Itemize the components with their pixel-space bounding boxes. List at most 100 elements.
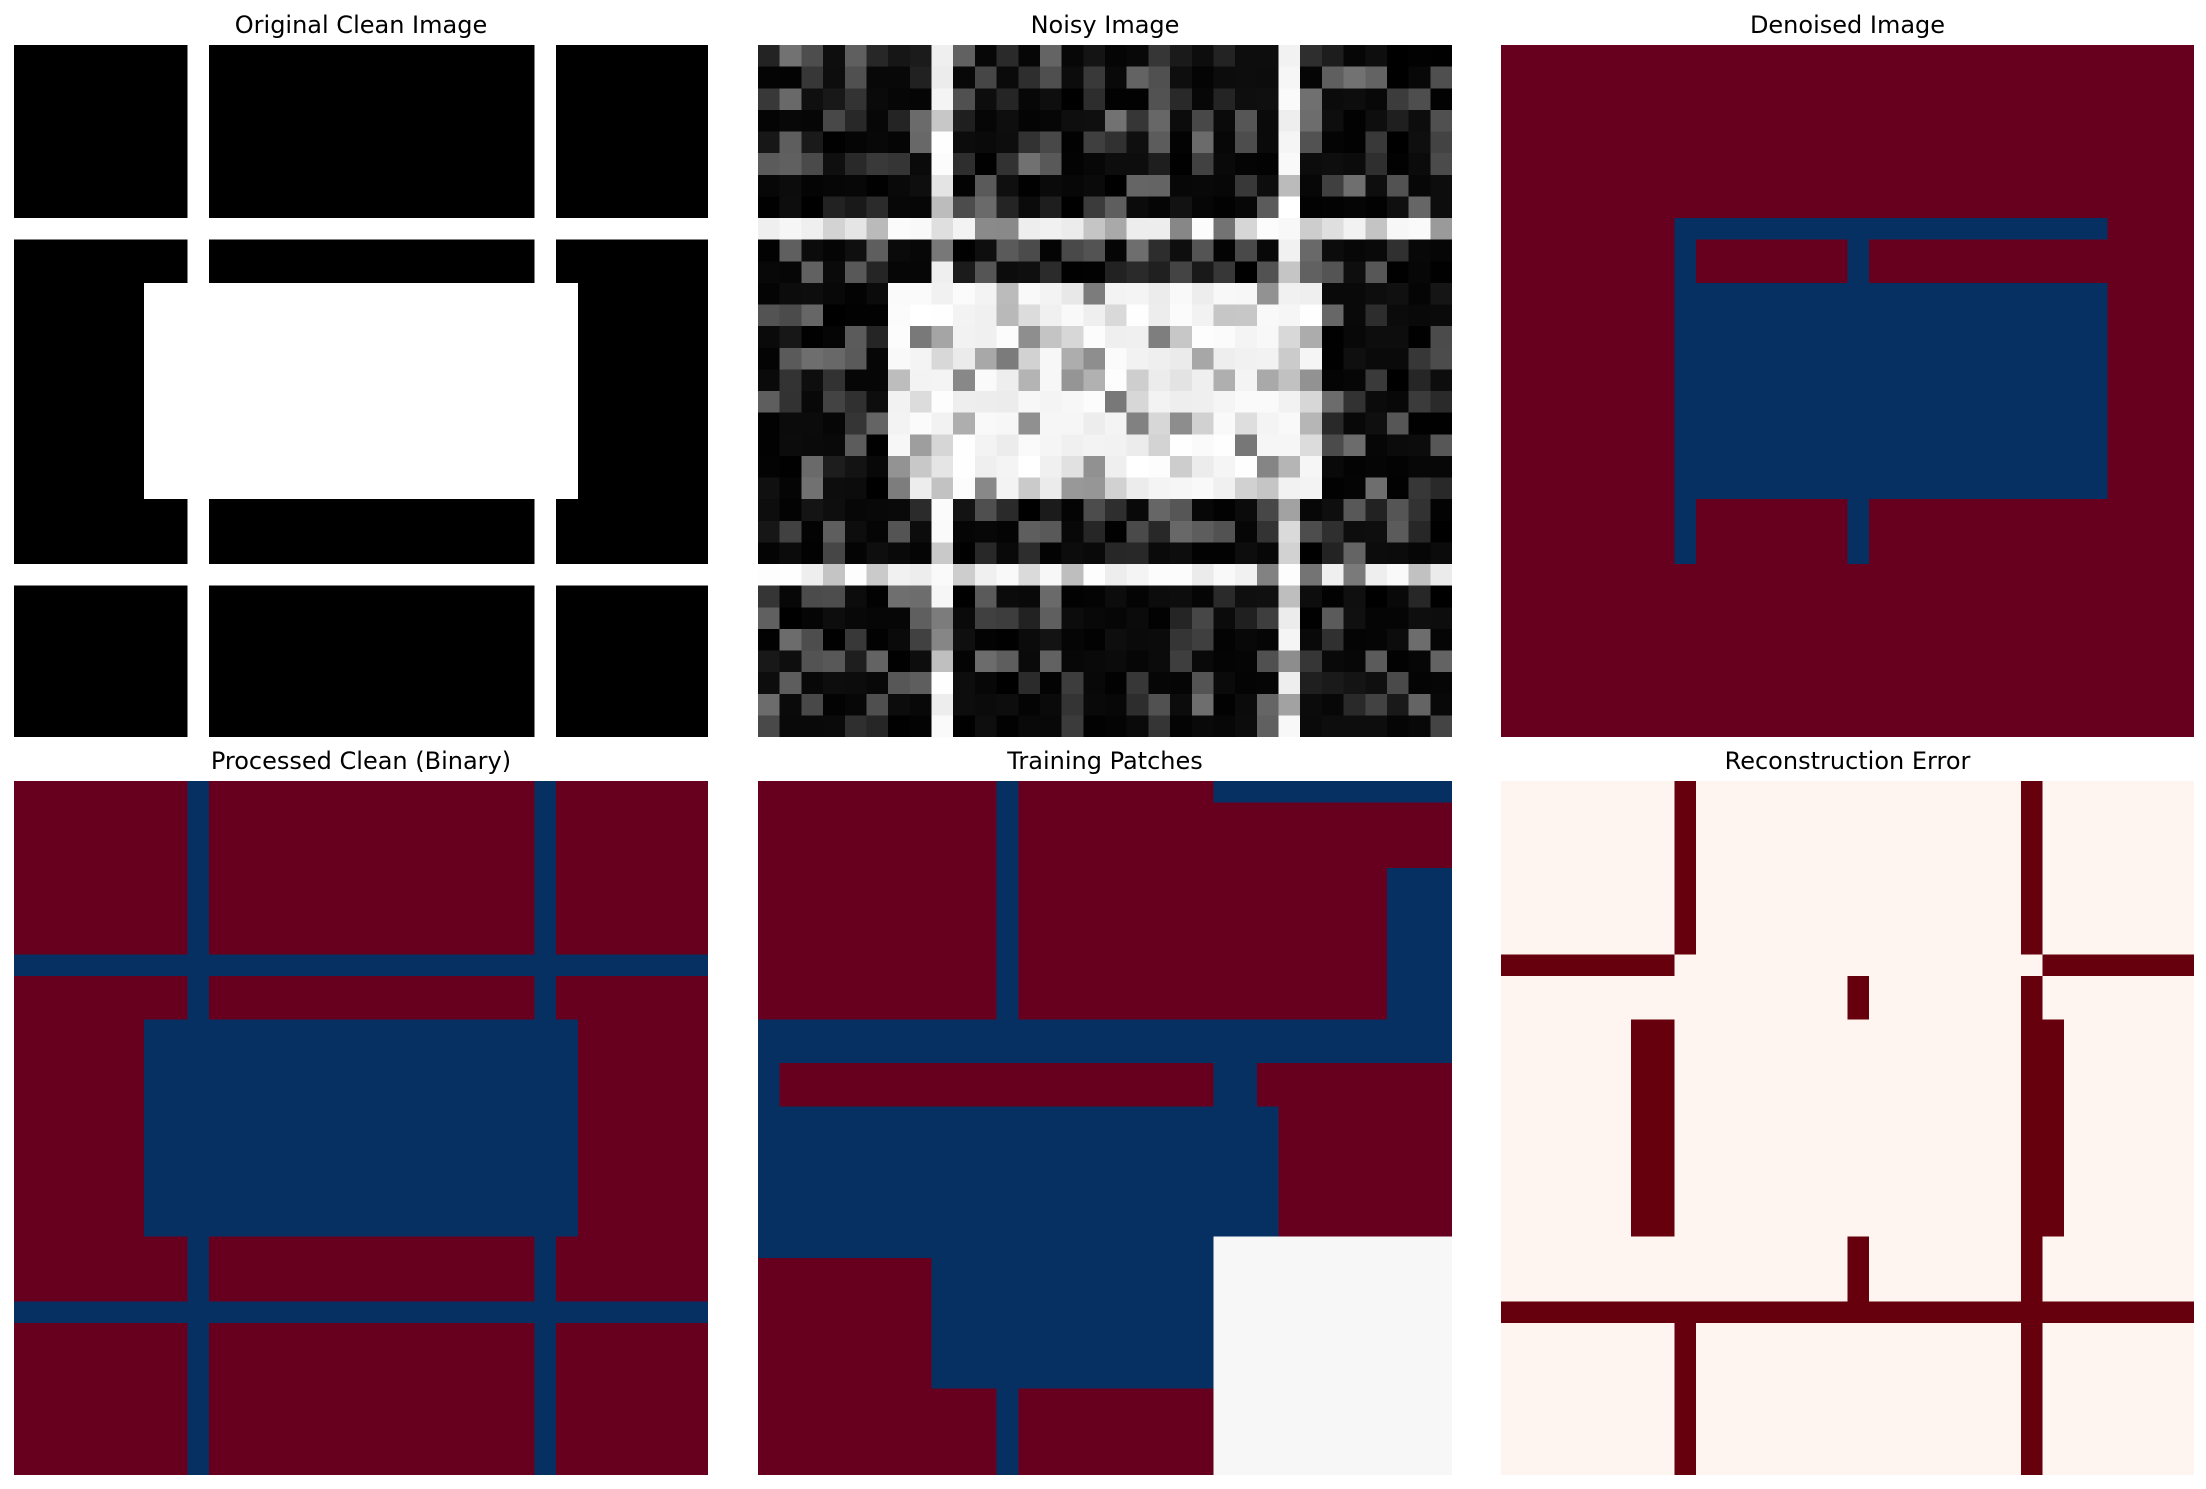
heatmap-cell <box>1278 218 1301 241</box>
heatmap-cell <box>1847 88 1870 111</box>
heatmap-cell <box>79 261 102 284</box>
heatmap-cell <box>1847 218 1870 241</box>
heatmap-cell <box>1739 174 1762 197</box>
heatmap-cell <box>1408 131 1431 154</box>
heatmap-cell <box>534 824 557 847</box>
heatmap-cell <box>664 693 687 716</box>
heatmap-cell <box>1235 954 1258 977</box>
heatmap-cell <box>1343 1301 1366 1324</box>
heatmap-cell <box>1300 781 1323 804</box>
heatmap-cell <box>1278 1149 1301 1172</box>
heatmap-cell <box>1674 282 1697 305</box>
heatmap-cell <box>1018 628 1041 651</box>
heatmap-cell <box>664 369 687 392</box>
heatmap-cell <box>1105 109 1128 132</box>
heatmap-cell <box>1782 607 1805 630</box>
heatmap-cell <box>844 1106 867 1129</box>
heatmap-cell <box>953 1019 976 1042</box>
heatmap-cell <box>79 520 102 543</box>
heatmap-cell <box>2064 499 2087 522</box>
heatmap-cell <box>686 889 708 912</box>
heatmap-cell <box>1018 1236 1041 1259</box>
heatmap-cell <box>1386 564 1410 587</box>
heatmap-cell <box>1018 585 1041 608</box>
heatmap-cell <box>1126 174 1149 197</box>
heatmap-cell <box>404 607 427 630</box>
heatmap-cell <box>621 564 644 587</box>
heatmap-cell <box>866 369 889 392</box>
heatmap-cell <box>144 1019 167 1042</box>
heatmap-cell <box>1083 607 1106 630</box>
heatmap-cell <box>187 66 210 89</box>
heatmap-cell <box>2172 347 2194 370</box>
heatmap-cell <box>1083 434 1106 457</box>
heatmap-cell <box>274 261 297 284</box>
heatmap-cell <box>1083 1128 1106 1151</box>
heatmap-cell <box>801 282 824 305</box>
heatmap-cell <box>209 391 232 414</box>
heatmap-cell <box>1039 1214 1063 1237</box>
heatmap-cell <box>888 1041 911 1064</box>
heatmap-cell <box>14 1388 37 1411</box>
heatmap-cell <box>909 932 932 955</box>
heatmap-cell <box>1343 889 1366 912</box>
heatmap-cell <box>100 1301 123 1324</box>
heatmap-cell <box>996 628 1019 651</box>
heatmap-cell <box>14 1084 37 1107</box>
heatmap-cell <box>1847 455 1870 478</box>
heatmap-cell <box>599 434 622 457</box>
heatmap-cell <box>1674 304 1697 327</box>
heatmap-cell <box>823 585 846 608</box>
heatmap-cell <box>209 911 232 934</box>
heatmap-cell <box>1300 174 1323 197</box>
heatmap-cell <box>1256 1301 1279 1324</box>
heatmap-cell <box>1544 715 1567 737</box>
heatmap-cell <box>426 1344 449 1367</box>
heatmap-cell <box>974 1149 997 1172</box>
heatmap-cell <box>1148 1323 1171 1346</box>
heatmap-cell <box>2064 109 2087 132</box>
heatmap-cell <box>1018 542 1041 565</box>
heatmap-cell <box>1630 174 1654 197</box>
heatmap-cell <box>534 1041 557 1064</box>
heatmap-cell <box>1674 196 1697 219</box>
heatmap-cell <box>844 153 867 176</box>
heatmap-cell <box>2107 434 2130 457</box>
heatmap-cell <box>361 650 384 673</box>
heatmap-cell <box>79 1084 102 1107</box>
heatmap-cell <box>642 802 666 825</box>
heatmap-cell <box>230 1279 253 1302</box>
heatmap-cell <box>664 846 687 869</box>
heatmap-cell <box>577 45 600 68</box>
heatmap-cell <box>1343 1193 1366 1216</box>
heatmap-cell <box>252 672 275 695</box>
heatmap-cell <box>1365 1041 1388 1064</box>
heatmap-cell <box>1408 564 1431 587</box>
heatmap-cell <box>1522 650 1545 673</box>
heatmap-cell <box>79 1258 102 1281</box>
heatmap-cell <box>2085 261 2108 284</box>
heatmap-cell <box>1977 369 2000 392</box>
heatmap-cell <box>1256 1258 1279 1281</box>
heatmap-cell <box>1170 976 1193 999</box>
heatmap-cell <box>642 1128 666 1151</box>
heatmap-cell <box>512 1062 535 1086</box>
heatmap-cell <box>664 434 687 457</box>
heatmap-cell <box>404 1258 427 1281</box>
heatmap-cell <box>1105 347 1128 370</box>
heatmap-cell <box>1105 672 1128 695</box>
heatmap-cell <box>14 1128 37 1151</box>
heatmap-cell <box>339 911 362 934</box>
heatmap-cell <box>230 45 253 68</box>
heatmap-cell <box>888 781 911 804</box>
heatmap-cell <box>909 564 932 587</box>
heatmap-cell <box>1760 153 1783 176</box>
heatmap-cell <box>1825 412 1848 435</box>
heatmap-cell <box>556 824 579 847</box>
heatmap-cell <box>469 1453 492 1475</box>
heatmap-cell <box>1609 88 1632 111</box>
heatmap-cell <box>599 650 622 673</box>
heatmap-cell <box>1652 347 1675 370</box>
heatmap-cell <box>1256 520 1279 543</box>
heatmap-cell <box>35 347 58 370</box>
